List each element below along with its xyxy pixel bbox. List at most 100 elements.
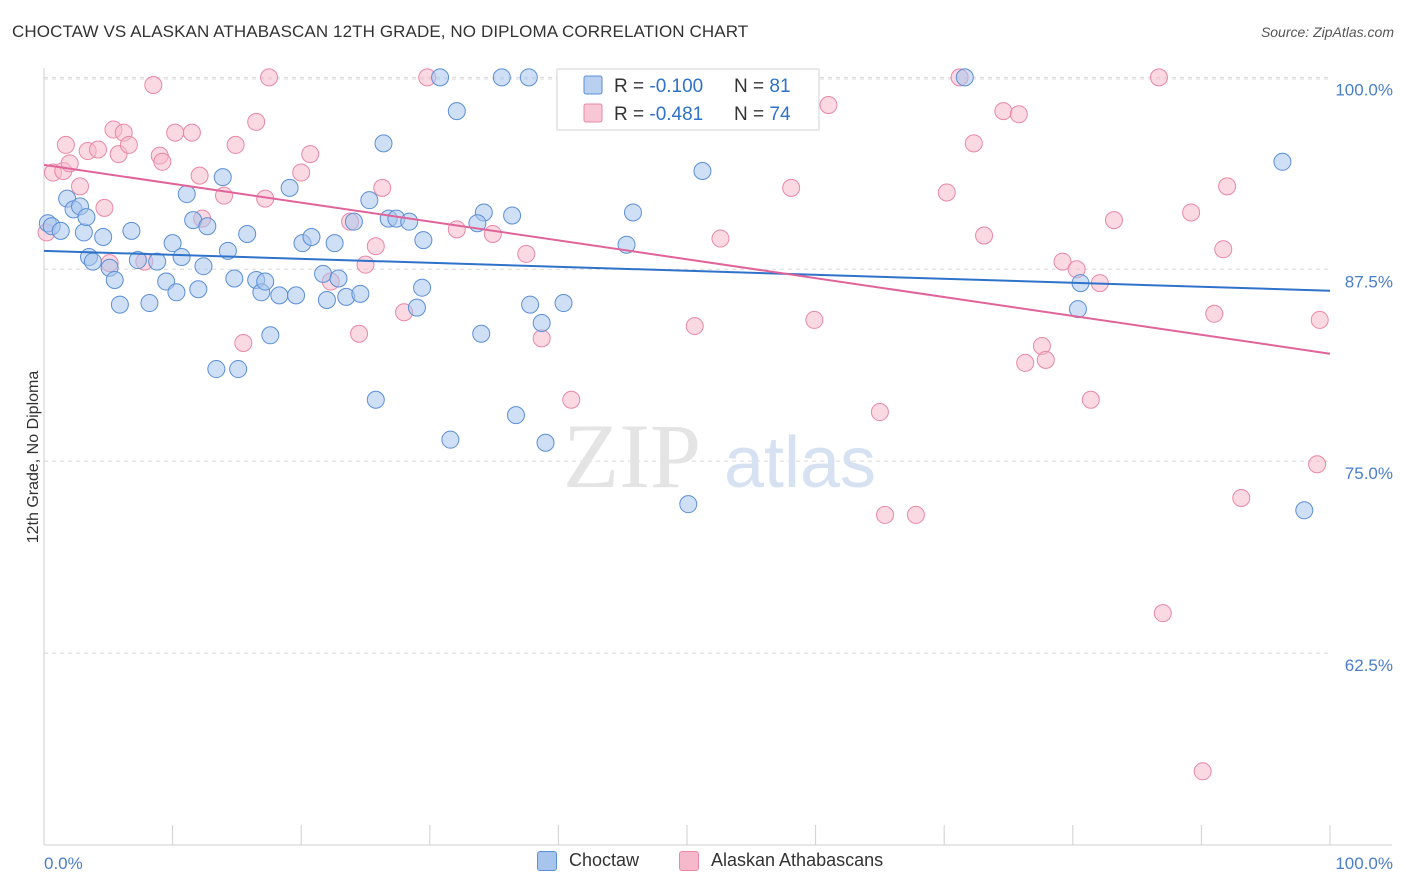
legend-swatch-choctaw bbox=[583, 75, 603, 95]
legend-item-choctaw[interactable]: Choctaw bbox=[537, 850, 639, 871]
choctaw-point bbox=[351, 284, 370, 303]
choctaw-point bbox=[270, 286, 289, 305]
choctaw-point bbox=[447, 102, 466, 121]
choctaw-point bbox=[163, 234, 182, 253]
athabascan-point bbox=[71, 177, 90, 196]
watermark-zip: ZIP bbox=[563, 405, 701, 507]
choctaw-point bbox=[521, 295, 540, 314]
choctaw-point bbox=[441, 430, 460, 449]
legend-label-choctaw: Choctaw bbox=[569, 850, 640, 870]
choctaw-point bbox=[207, 360, 226, 379]
athabascan-point bbox=[937, 183, 956, 202]
choctaw-point bbox=[329, 269, 348, 288]
athabascan-points bbox=[37, 68, 1329, 781]
choctaw-point bbox=[122, 221, 141, 240]
choctaw-point bbox=[238, 224, 257, 243]
athabascan-point bbox=[906, 505, 925, 524]
choctaw-point bbox=[218, 241, 237, 260]
choctaw-point bbox=[213, 168, 232, 187]
choctaw-point bbox=[167, 283, 186, 302]
choctaw-point bbox=[287, 286, 306, 305]
athabascan-point bbox=[144, 76, 163, 95]
source-label: Source: ZipAtlas.com bbox=[1260, 24, 1394, 40]
legend-n-value-choctaw: 81 bbox=[769, 76, 790, 97]
choctaw-points bbox=[38, 68, 1314, 520]
athabascan-point bbox=[1218, 177, 1237, 196]
athabascan-point bbox=[1205, 304, 1224, 323]
athabascan-point bbox=[234, 333, 253, 352]
athabascan-point bbox=[975, 226, 994, 245]
choctaw-point bbox=[492, 68, 511, 87]
choctaw-point bbox=[413, 278, 432, 297]
athabascan-point bbox=[95, 198, 114, 217]
legend-r-label-athabascan: R = bbox=[614, 104, 649, 125]
choctaw-point bbox=[256, 272, 275, 291]
choctaw-point bbox=[414, 231, 433, 250]
legend-n-value-athabascan: 74 bbox=[769, 104, 791, 125]
legend-swatch-athabascan-bottom bbox=[679, 850, 699, 871]
choctaw-point bbox=[431, 68, 450, 87]
choctaw-point bbox=[314, 264, 333, 283]
choctaw-point bbox=[261, 326, 280, 345]
choctaw-trend-line bbox=[43, 249, 1331, 292]
svg-text:R = -0.100: R = -0.100 bbox=[614, 76, 703, 97]
athabascan-point bbox=[1053, 252, 1072, 271]
athabascan-point bbox=[1016, 353, 1035, 372]
choctaw-point bbox=[105, 271, 124, 290]
choctaw-point bbox=[189, 280, 208, 299]
choctaw-point bbox=[472, 324, 491, 343]
athabascan-point bbox=[1081, 390, 1100, 409]
athabascan-point bbox=[994, 102, 1013, 121]
choctaw-point bbox=[360, 191, 379, 210]
choctaw-point bbox=[110, 295, 129, 314]
athabascan-point bbox=[190, 166, 209, 185]
stats-legend: R = -0.100 N = 81 R = -0.481 N = 74 bbox=[556, 68, 820, 131]
watermark-atlas: atlas bbox=[724, 423, 876, 503]
choctaw-point bbox=[1273, 152, 1292, 171]
athabascan-point bbox=[782, 178, 801, 197]
choctaw-point bbox=[83, 252, 102, 271]
y-axis-label: 12th Grade, No Diploma bbox=[25, 371, 42, 544]
legend-item-athabascan[interactable]: Alaskan Athabascans bbox=[679, 850, 883, 871]
choctaw-point bbox=[679, 495, 698, 514]
choctaw-point bbox=[140, 294, 159, 313]
choctaw-point bbox=[148, 252, 167, 271]
athabascan-point bbox=[1009, 105, 1028, 124]
choctaw-point bbox=[94, 228, 113, 247]
choctaw-point bbox=[317, 290, 336, 309]
athabascan-trend-line bbox=[43, 163, 1331, 355]
x-tick-label: 100.0% bbox=[1335, 854, 1393, 873]
choctaw-point bbox=[955, 68, 974, 87]
athabascan-point bbox=[1036, 350, 1055, 369]
legend-r-value-athabascan: -0.481 bbox=[649, 104, 703, 125]
legend-r-value-choctaw: -0.100 bbox=[649, 76, 703, 97]
athabascan-point bbox=[532, 329, 551, 348]
athabascan-point bbox=[366, 237, 385, 256]
athabascan-point bbox=[1193, 762, 1212, 781]
y-tick-label: 100.0% bbox=[1335, 80, 1393, 99]
athabascan-point bbox=[1104, 211, 1123, 230]
choctaw-point bbox=[407, 298, 426, 317]
choctaw-point bbox=[194, 257, 213, 276]
legend-swatch-choctaw-bottom bbox=[537, 850, 557, 871]
athabascan-point bbox=[1310, 310, 1329, 329]
athabascan-point bbox=[876, 505, 895, 524]
choctaw-point bbox=[51, 221, 70, 240]
athabascan-point bbox=[89, 140, 108, 159]
legend-r-label-choctaw: R = bbox=[614, 76, 649, 97]
athabascan-point bbox=[711, 229, 730, 248]
tick-labels: 62.5% 75.0% 87.5% 100.0% 0.0% 100.0% bbox=[44, 80, 1393, 873]
choctaw-point bbox=[1295, 501, 1314, 520]
choctaw-point bbox=[536, 433, 555, 452]
legend-swatch-athabascan bbox=[583, 103, 603, 123]
choctaw-point bbox=[623, 203, 642, 222]
y-tick-label: 87.5% bbox=[1345, 272, 1393, 291]
athabascan-point bbox=[1153, 604, 1172, 623]
choctaw-point bbox=[198, 217, 217, 236]
choctaw-point bbox=[280, 178, 299, 197]
athabascan-point bbox=[226, 135, 245, 154]
athabascan-point bbox=[260, 68, 279, 87]
athabascan-point bbox=[562, 390, 581, 409]
athabascan-point bbox=[166, 123, 185, 142]
